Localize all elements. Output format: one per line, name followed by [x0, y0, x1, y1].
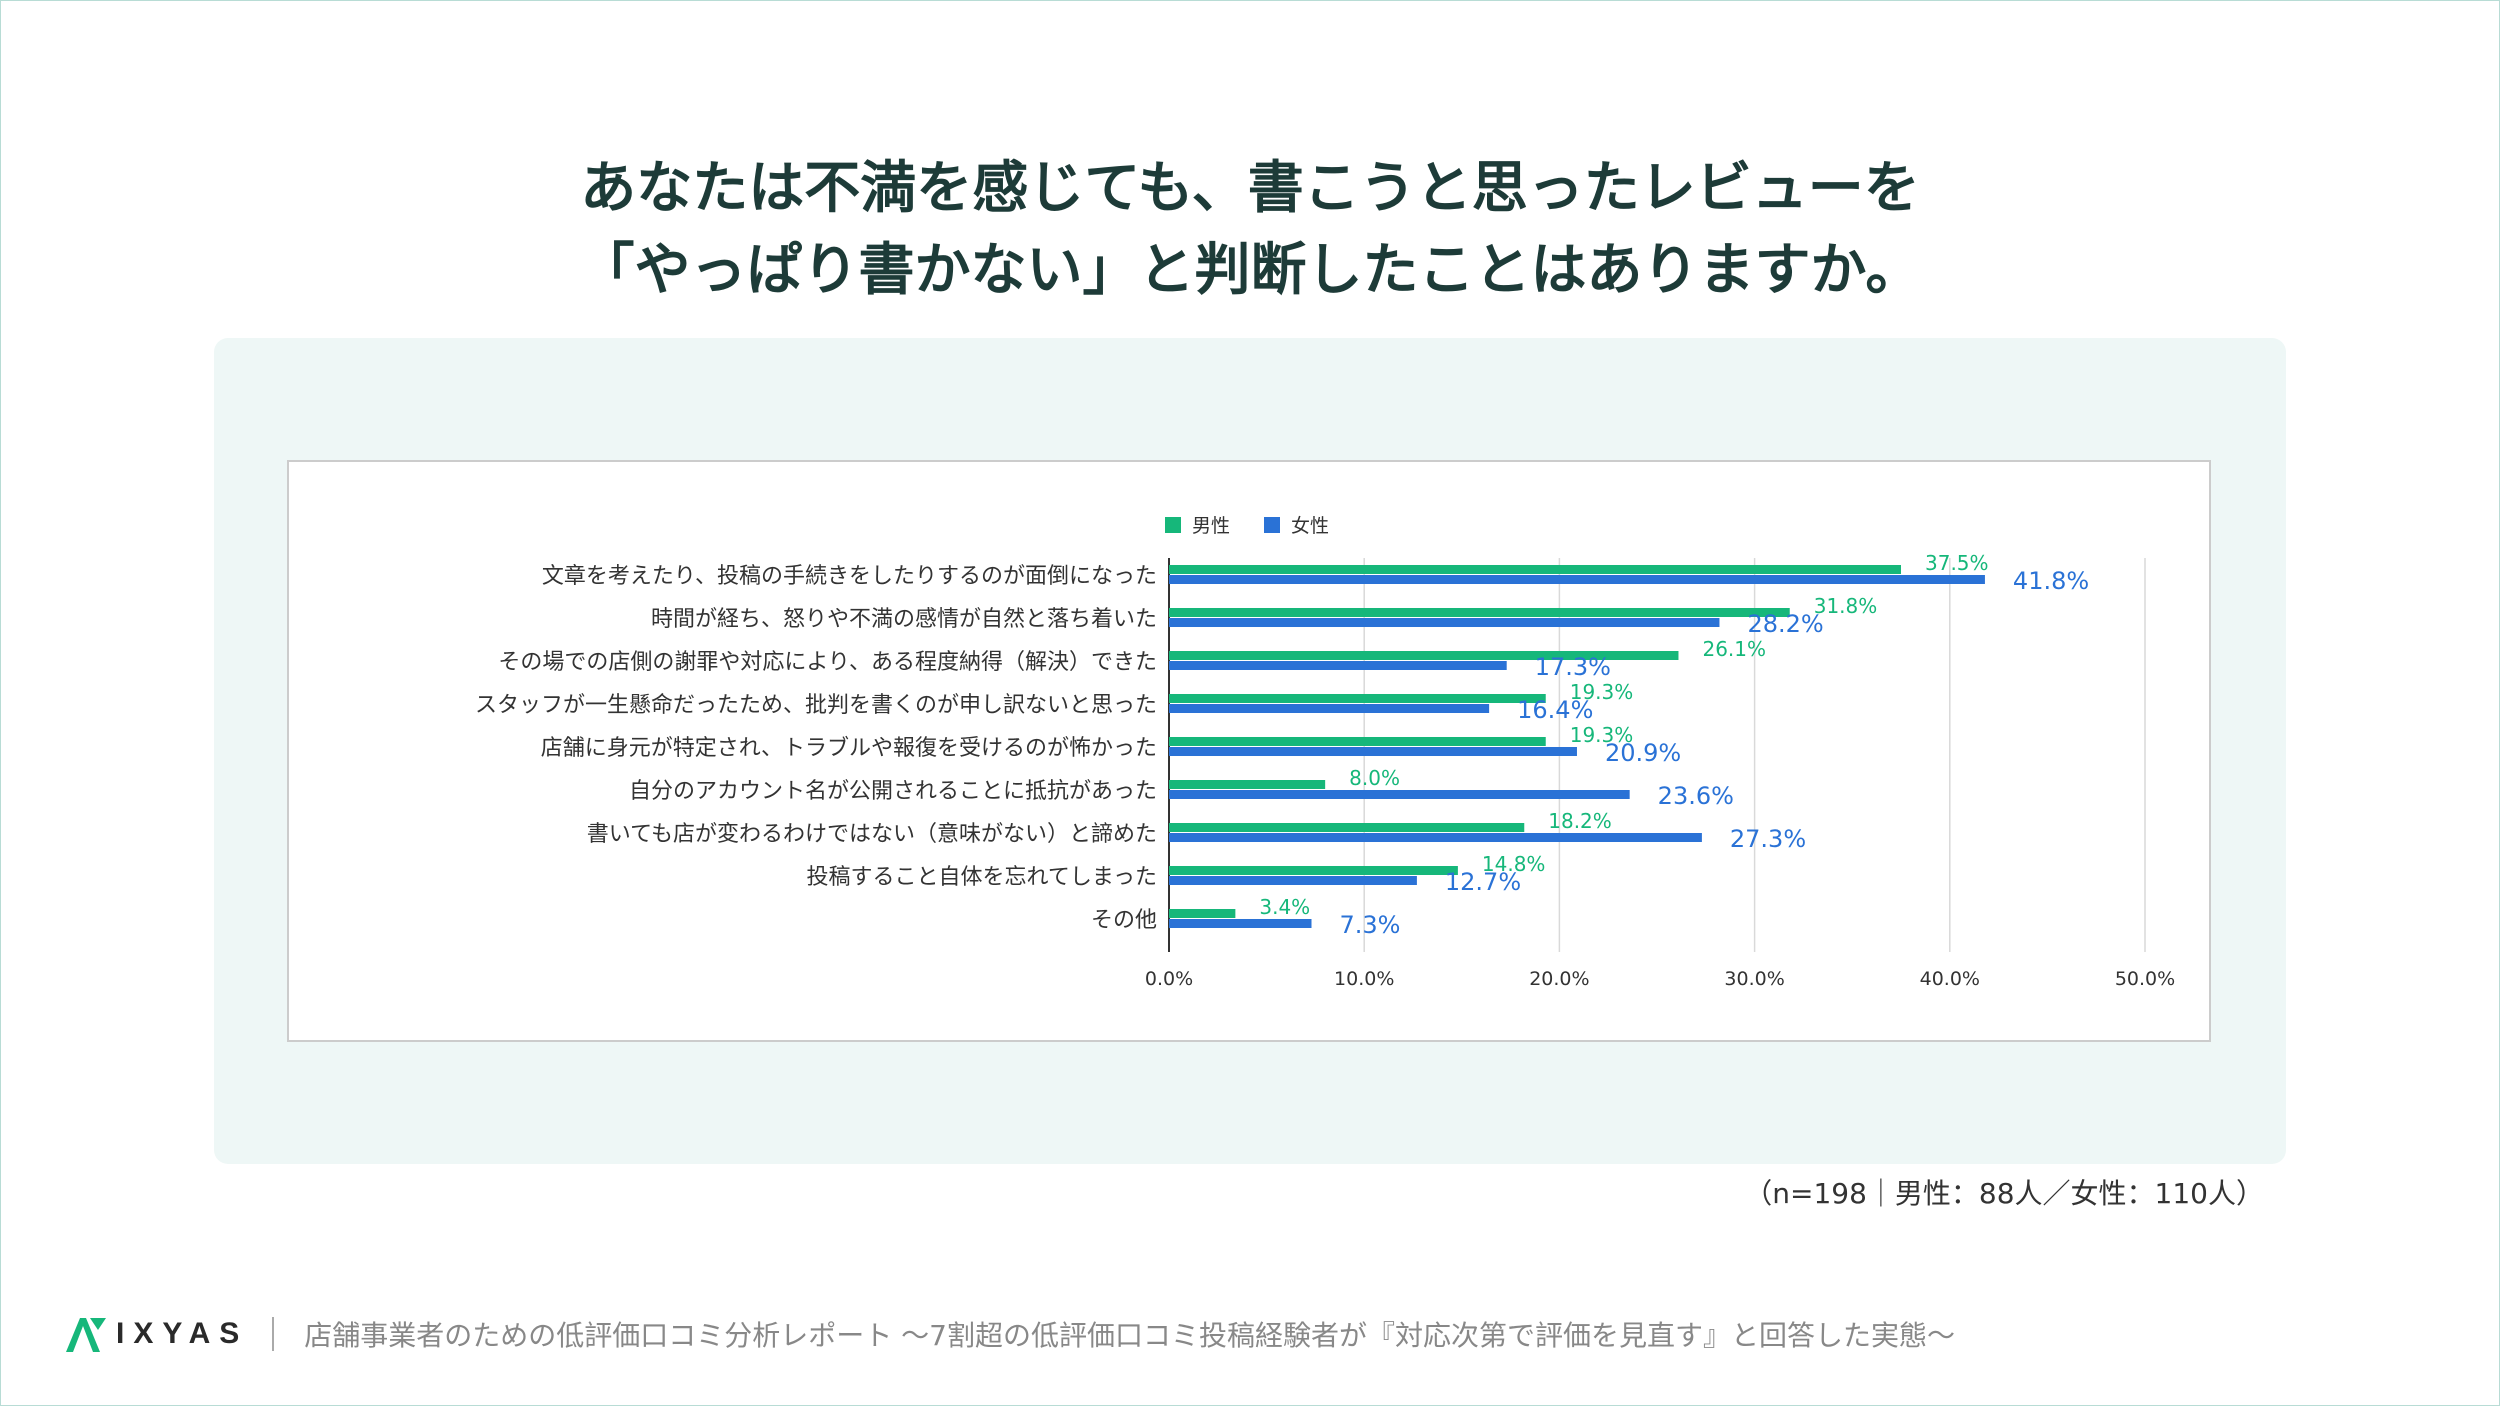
bar-female — [1169, 919, 1312, 928]
data-label-male: 26.1% — [1702, 637, 1766, 661]
data-label-female: 23.6% — [1658, 782, 1734, 810]
category-label: 自分のアカウント名が公開されることに抵抗があった — [629, 779, 1157, 804]
bar-male — [1169, 651, 1679, 660]
category-label: 時間が経ち、怒りや不満の感情が自然と落ち着いた — [651, 607, 1157, 632]
x-tick-label: 0.0% — [1145, 968, 1193, 990]
x-tick-label: 30.0% — [1724, 968, 1784, 990]
bar-male — [1169, 780, 1326, 789]
bar-female — [1169, 876, 1417, 885]
page-title: あなたは不満を感じても、書こうと思ったレビューを 「やっぱり書かない」と判断した… — [0, 148, 2500, 312]
bar-female — [1169, 704, 1490, 713]
category-label: その他 — [1091, 908, 1157, 933]
bar-male — [1169, 823, 1525, 832]
data-label-female: 27.3% — [1730, 825, 1806, 853]
data-label-male: 37.5% — [1925, 551, 1989, 575]
legend-swatch — [1165, 517, 1181, 533]
category-label: 書いても店が変わるわけではない（意味がない）と諦めた — [587, 822, 1157, 847]
bar-male — [1169, 737, 1546, 746]
data-label-female: 17.3% — [1535, 653, 1611, 681]
data-label-female: 16.4% — [1517, 696, 1593, 724]
legend-label: 女性 — [1291, 515, 1329, 537]
data-label-male: 19.3% — [1570, 680, 1634, 704]
footer: IXYAS 店舗事業者のための低評価口コミ分析レポート 〜7割超の低評価口コミ投… — [62, 1312, 1955, 1356]
bar-male — [1169, 608, 1790, 617]
bar-chart: 0.0% 10.0% 20.0% 30.0% 40.0% 50.0% 男性 女性文章を考えたり… — [475, 515, 2175, 990]
bar-male — [1169, 909, 1236, 918]
bar-male — [1169, 565, 1901, 574]
bar-female — [1169, 747, 1577, 756]
legend-label: 男性 — [1192, 515, 1230, 537]
title-line-2: 「やっぱり書かない」と判断したことはありますか。 — [578, 238, 1922, 303]
brand-name: IXYAS — [116, 1317, 249, 1350]
bar-female — [1169, 661, 1507, 670]
data-label-male: 8.0% — [1349, 766, 1400, 790]
x-tick-label: 20.0% — [1529, 968, 1589, 990]
x-tick-label: 50.0% — [2115, 968, 2175, 990]
bar-male — [1169, 866, 1458, 875]
data-label-male: 31.8% — [1814, 594, 1878, 618]
data-label-male: 3.4% — [1259, 895, 1310, 919]
data-label-female: 7.3% — [1339, 911, 1400, 939]
ixyas-logo-icon — [66, 1318, 106, 1352]
footer-divider — [272, 1317, 275, 1351]
bar-female — [1169, 618, 1720, 627]
sample-size-note: （n=198｜男性：88人／女性：110人） — [1744, 1177, 2264, 1210]
title-line-1: あなたは不満を感じても、書こうと思ったレビューを — [580, 156, 1920, 221]
report-title: 店舗事業者のための低評価口コミ分析レポート 〜7割超の低評価口コミ投稿経験者が『… — [304, 1319, 1956, 1352]
category-label: 店舗に身元が特定され、トラブルや報復を受けるのが怖かった — [541, 736, 1157, 761]
data-label-female: 12.7% — [1445, 868, 1521, 896]
x-tick-label: 40.0% — [1920, 968, 1980, 990]
data-label-male: 19.3% — [1570, 723, 1634, 747]
data-label-male: 14.8% — [1482, 852, 1546, 876]
brand-logo: IXYAS — [62, 1314, 248, 1354]
chart-container: 0.0% 10.0% 20.0% 30.0% 40.0% 50.0% 男性 女性文章を考えたり… — [287, 460, 2211, 1042]
category-label: 文章を考えたり、投稿の手続きをしたりするのが面倒になった — [542, 564, 1157, 589]
bar-female — [1169, 790, 1630, 799]
data-label-male: 18.2% — [1548, 809, 1612, 833]
bar-female — [1169, 833, 1702, 842]
legend-swatch — [1264, 517, 1280, 533]
category-label: スタッフが一生懸命だったため、批判を書くのが申し訳ないと思った — [475, 693, 1157, 718]
category-label: その場での店側の謝罪や対応により、ある程度納得（解決）できた — [498, 650, 1157, 675]
bar-male — [1169, 694, 1546, 703]
category-label: 投稿すること自体を忘れてしまった — [807, 865, 1157, 890]
x-tick-label: 10.0% — [1334, 968, 1394, 990]
data-label-female: 20.9% — [1605, 739, 1681, 767]
data-label-female: 28.2% — [1747, 610, 1823, 638]
data-label-female: 41.8% — [2013, 567, 2089, 595]
bar-female — [1169, 575, 1985, 584]
